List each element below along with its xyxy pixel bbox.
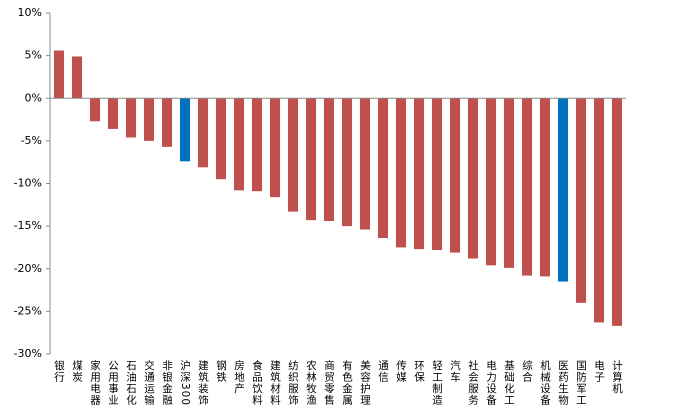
bar [89, 98, 101, 122]
x-tick-label: 通信 [377, 360, 389, 383]
x-tick-label: 纺织服饰 [287, 359, 299, 406]
y-tick-label: 5% [25, 49, 42, 62]
x-tick-label: 社会服务 [467, 359, 479, 406]
bar [215, 98, 227, 180]
x-tick-label: 美容护理 [359, 359, 371, 406]
bar [179, 98, 191, 162]
bar [107, 98, 119, 129]
x-tick-label: 医药生物 [557, 360, 569, 406]
x-tick-label: 轻工制造 [431, 359, 443, 406]
bar [251, 98, 263, 192]
bar [359, 98, 371, 230]
x-tick-label: 机械设备 [539, 359, 551, 406]
bar [143, 98, 155, 141]
bar [557, 98, 569, 282]
bar [125, 98, 137, 138]
bar [287, 98, 299, 212]
x-tick-label: 基础化工 [503, 359, 515, 406]
bar [269, 98, 281, 198]
y-tick-label: -15% [14, 219, 42, 232]
x-tick-label: 家用电器 [89, 359, 101, 406]
x-tick-label: 汽车 [449, 359, 461, 383]
x-tick-label: 公用事业 [107, 360, 119, 406]
bar [161, 98, 173, 147]
y-tick-label: -5% [21, 134, 42, 147]
x-tick-label: 综合 [521, 359, 533, 383]
bar [485, 98, 497, 266]
bar [575, 98, 587, 303]
x-tick-label: 非银金融 [161, 360, 173, 406]
x-tick-label: 建筑装饰 [197, 359, 209, 406]
bar [53, 50, 65, 99]
x-tick-label: 食品饮料 [251, 359, 263, 406]
bar [341, 98, 353, 227]
x-tick-label: 电力设备 [485, 359, 497, 406]
y-tick-label: -10% [14, 177, 42, 190]
bar [503, 98, 515, 268]
x-tick-label: 传媒 [395, 360, 407, 383]
x-tick-label: 商贸零售 [323, 359, 335, 406]
bar [197, 98, 209, 168]
x-tick-label: 石油石化 [125, 360, 137, 406]
x-tick-label: 银行 [53, 359, 65, 383]
x-tick-label: 国防军工 [575, 360, 587, 406]
bar [431, 98, 443, 250]
bar [305, 98, 317, 221]
bar [539, 98, 551, 277]
bar [71, 56, 83, 99]
x-tick-label: 钢铁 [215, 359, 227, 383]
bar [413, 98, 425, 250]
y-tick-label: -30% [14, 347, 42, 360]
x-tick-label: 煤炭 [71, 359, 83, 383]
x-tick-label: 房地产 [233, 359, 245, 394]
bar [521, 98, 533, 276]
bar [467, 98, 479, 259]
x-tick-label: 有色金属 [341, 359, 353, 406]
x-tick-label: 电子 [593, 359, 605, 383]
x-tick-label: 建筑材料 [269, 359, 281, 406]
bar [233, 98, 245, 191]
y-tick-label: 10% [18, 6, 42, 19]
x-tick-label: 环保 [413, 360, 425, 383]
x-tick-label: 沪深300 [179, 359, 191, 406]
y-tick-label: -25% [14, 304, 42, 317]
bar [593, 98, 605, 323]
bar [377, 98, 389, 239]
bar [395, 98, 407, 248]
x-tick-label: 计算机 [611, 359, 623, 394]
bar [611, 98, 623, 326]
x-tick-label: 交通运输 [143, 359, 155, 406]
x-tick-label: 农林牧渔 [305, 359, 317, 406]
bar [323, 98, 335, 222]
bar [449, 98, 461, 253]
y-tick-label: 0% [25, 91, 42, 104]
y-tick-label: -20% [14, 262, 42, 275]
